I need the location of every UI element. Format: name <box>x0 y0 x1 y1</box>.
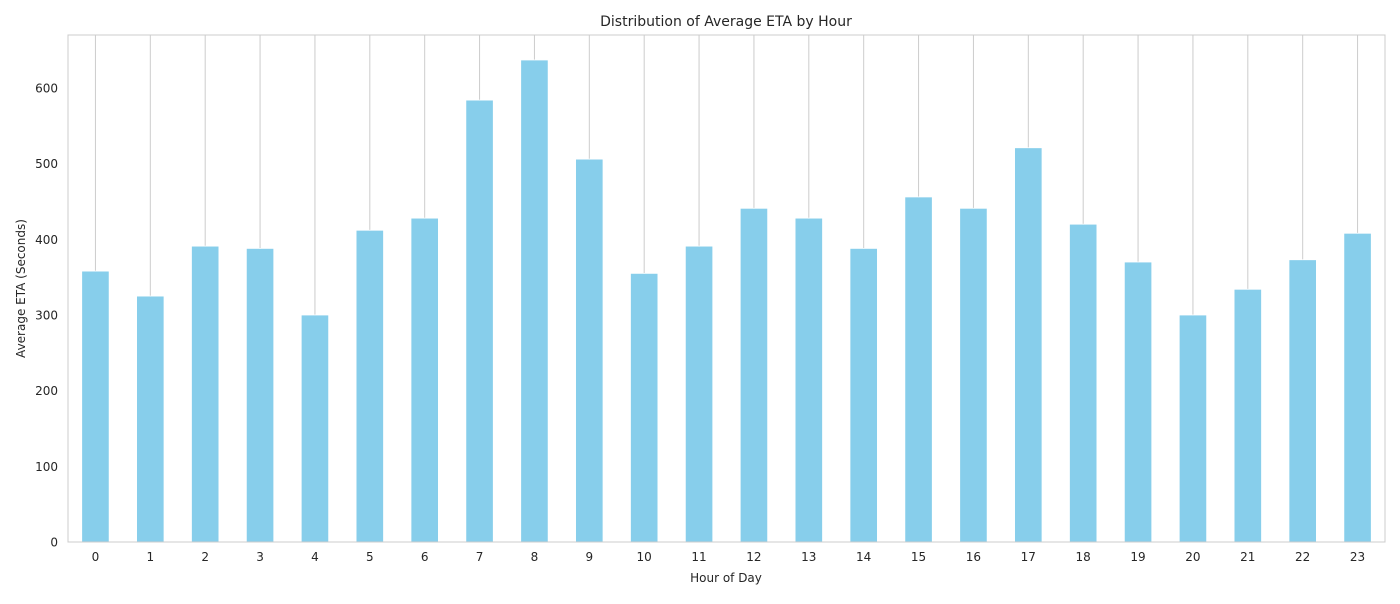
x-tick-label-19: 19 <box>1130 550 1145 564</box>
bar-hour-15 <box>904 196 933 543</box>
bars-layer <box>81 59 1372 543</box>
bar-hour-6 <box>410 217 439 543</box>
x-tick-label-0: 0 <box>92 550 100 564</box>
x-tick-label-5: 5 <box>366 550 374 564</box>
grid-layer <box>94 35 1359 542</box>
bar-hour-22 <box>1288 259 1317 543</box>
bar-hour-19 <box>1123 261 1153 543</box>
bar-hour-14 <box>849 247 878 543</box>
x-tick-label-4: 4 <box>311 550 319 564</box>
bar-hour-9 <box>575 158 604 543</box>
x-tick-label-1: 1 <box>146 550 154 564</box>
x-tick-label-22: 22 <box>1295 550 1310 564</box>
bar-hour-12 <box>739 207 769 543</box>
x-tick-label-15: 15 <box>911 550 926 564</box>
bar-hour-11 <box>684 245 714 543</box>
chart-title: Distribution of Average ETA by Hour <box>600 14 852 30</box>
y-axis-label: Average ETA (Seconds) <box>14 219 28 358</box>
x-tick-label-6: 6 <box>421 550 429 564</box>
x-tick-label-17: 17 <box>1021 550 1036 564</box>
x-tick-label-8: 8 <box>531 550 539 564</box>
bar-hour-2 <box>191 245 220 543</box>
x-tick-label-10: 10 <box>637 550 652 564</box>
bar-hour-16 <box>959 207 988 543</box>
y-tick-label-400: 400 <box>35 233 58 247</box>
bar-hour-8 <box>520 59 549 543</box>
bar-hour-18 <box>1069 223 1098 543</box>
x-tick-label-14: 14 <box>856 550 871 564</box>
y-tick-label-300: 300 <box>35 308 58 322</box>
x-tick-label-7: 7 <box>476 550 484 564</box>
y-tick-label-100: 100 <box>35 460 58 474</box>
axes-frame <box>67 34 1386 543</box>
bar-hour-17 <box>1014 147 1043 543</box>
y-tick-label-200: 200 <box>35 384 58 398</box>
bar-hour-21 <box>1233 288 1262 543</box>
bar-hour-1 <box>136 295 165 543</box>
bar-hour-10 <box>630 272 659 543</box>
bar-hour-13 <box>794 217 823 543</box>
x-tick-label-20: 20 <box>1185 550 1200 564</box>
y-tick-label-600: 600 <box>35 81 58 95</box>
y-tick-label-500: 500 <box>35 157 58 171</box>
x-tick-label-9: 9 <box>585 550 593 564</box>
bar-hour-20 <box>1178 314 1208 543</box>
y-tick-label-0: 0 <box>50 536 58 550</box>
x-axis-label: Hour of Day <box>690 571 762 585</box>
x-tick-label-2: 2 <box>201 550 209 564</box>
x-tick-label-12: 12 <box>746 550 761 564</box>
x-tick-label-3: 3 <box>256 550 264 564</box>
bar-hour-23 <box>1343 232 1372 543</box>
x-axis-ticks: 0 1 2 3 4 5 6 7 8 9 10 11 12 13 14 15 16 17 18 19 20 21 22 23 <box>92 550 1366 564</box>
x-tick-label-23: 23 <box>1350 550 1365 564</box>
x-tick-label-18: 18 <box>1076 550 1091 564</box>
bar-hour-3 <box>245 247 275 543</box>
bar-hour-0 <box>81 270 110 543</box>
y-axis-ticks: 0 100 200 300 400 500 600 <box>35 81 58 549</box>
x-tick-label-13: 13 <box>801 550 816 564</box>
bar-hour-7 <box>465 99 494 543</box>
bar-hour-5 <box>355 229 384 543</box>
x-tick-label-16: 16 <box>966 550 981 564</box>
bar-hour-4 <box>300 314 330 543</box>
x-tick-label-21: 21 <box>1240 550 1255 564</box>
x-tick-label-11: 11 <box>691 550 706 564</box>
